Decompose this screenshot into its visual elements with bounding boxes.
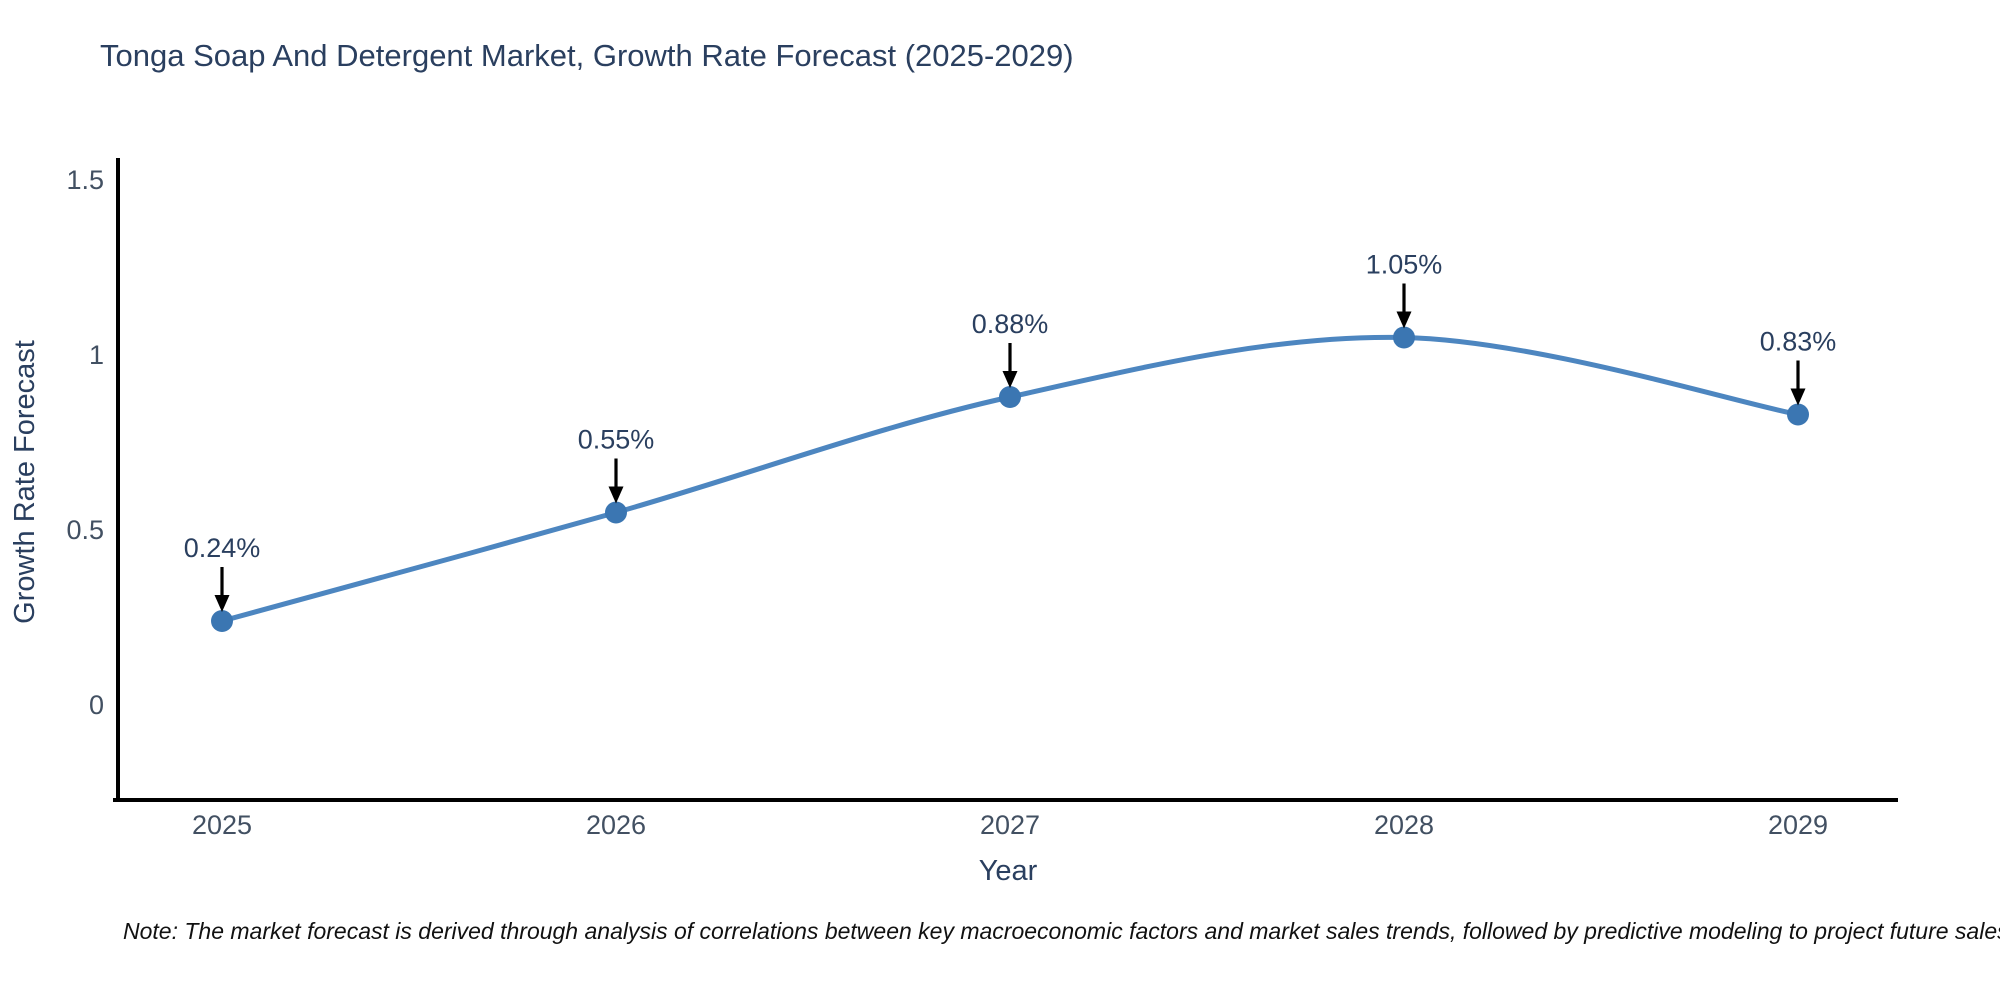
x-tick-label: 2026 (586, 810, 646, 840)
data-point-marker (605, 501, 627, 524)
axes (113, 158, 1898, 802)
annotation-label: 0.55% (578, 425, 655, 455)
y-tick-label: 1 (89, 340, 104, 370)
annotation-arrowhead (1002, 371, 1018, 388)
footnote: Note: The market forecast is derived thr… (123, 918, 2000, 944)
data-point-marker (1787, 403, 1809, 426)
x-tick-label: 2028 (1374, 810, 1434, 840)
data-point-marker (211, 610, 233, 632)
annotation-arrowhead (214, 595, 230, 612)
y-tick-label: 0.5 (66, 515, 104, 545)
annotation-label: 0.24% (184, 533, 261, 563)
annotations-layer: 0.24% 0.55% 0.88% 1.05% 0.83% (184, 250, 1837, 612)
y-tick-label: 1.5 (66, 165, 104, 195)
x-tick-label: 2025 (192, 810, 252, 840)
y-tick-label: 0 (89, 690, 104, 720)
annotation-label: 0.88% (972, 309, 1049, 339)
annotation-arrowhead (1790, 388, 1806, 406)
tick-labels: 0 0.5 1 1.5 2025 2026 2027 2028 2029 (66, 165, 1828, 840)
x-tick-label: 2027 (980, 810, 1040, 840)
data-point-marker (1393, 326, 1415, 349)
x-axis-title: Year (979, 855, 1038, 887)
annotation-arrowhead (608, 486, 624, 504)
x-tick-label: 2029 (1768, 810, 1828, 840)
chart-title: Tonga Soap And Detergent Market, Growth … (100, 38, 1074, 73)
annotation-label: 1.05% (1366, 250, 1443, 280)
series-layer (211, 326, 1809, 632)
annotation-arrowhead (1396, 311, 1412, 329)
data-point-marker (999, 386, 1021, 408)
annotation-label: 0.83% (1760, 327, 1837, 357)
y-axis-title: Growth Rate Forecast (9, 340, 41, 624)
